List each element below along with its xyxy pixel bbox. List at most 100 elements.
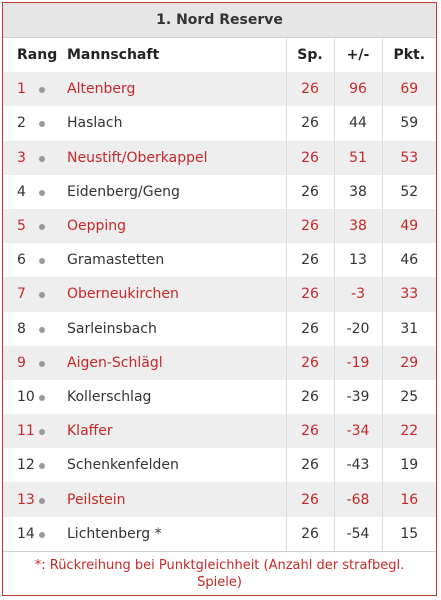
cell: 11 bbox=[17, 423, 35, 440]
cell: 26 bbox=[285, 345, 334, 380]
trend-cell bbox=[39, 243, 67, 277]
column-header: Pkt. bbox=[381, 38, 436, 73]
team-name: Eidenberg/Geng bbox=[67, 183, 180, 200]
trend-cell bbox=[39, 106, 67, 140]
cell: 44 bbox=[333, 106, 382, 141]
trend-dot bbox=[39, 497, 45, 504]
cell: 59 bbox=[381, 106, 436, 141]
standings-table: Rang Mannschaft Sp. +/- Pkt. 1 Altenberg 26 96 6… bbox=[3, 38, 436, 551]
cell: 26 bbox=[285, 311, 334, 346]
cell: 26 bbox=[285, 106, 334, 141]
cell: 26 bbox=[285, 379, 334, 415]
cell: 16 bbox=[381, 482, 436, 517]
team-row: 11 Klaffer 26 -34 22 bbox=[3, 414, 436, 449]
team-row: 4 Eidenberg/Geng 26 38 52 bbox=[3, 174, 436, 209]
cell: 26 bbox=[285, 482, 334, 517]
team-row: 6 Gramastetten 26 13 46 bbox=[3, 243, 436, 278]
column-header: +/- bbox=[333, 38, 382, 73]
trend-dot bbox=[39, 155, 45, 162]
header-row: Rang Mannschaft Sp. +/- Pkt. bbox=[3, 38, 436, 73]
trend-cell bbox=[39, 175, 67, 209]
cell: -43 bbox=[333, 448, 382, 483]
cell: 26 bbox=[285, 277, 334, 312]
trend-dot bbox=[39, 224, 45, 231]
cell: 12 bbox=[17, 457, 35, 474]
cell: 9 bbox=[17, 354, 26, 371]
trend-dot bbox=[39, 326, 45, 333]
trend-dot bbox=[39, 360, 45, 367]
table-title: 1. Nord Reserve bbox=[3, 3, 436, 38]
team-name: Kollerschlag bbox=[67, 388, 152, 405]
cell: 10 bbox=[17, 388, 35, 405]
trend-dot bbox=[39, 121, 45, 128]
team-name: Lichtenberg * bbox=[67, 525, 162, 542]
team-row: 14 Lichtenberg * 26 -54 15 bbox=[3, 516, 436, 551]
trend-cell bbox=[39, 277, 67, 311]
cell: 25 bbox=[381, 379, 436, 415]
cell: 38 bbox=[333, 208, 382, 244]
cell: 1 bbox=[17, 81, 26, 98]
cell: 3 bbox=[17, 149, 26, 166]
team-row: 7 Oberneukirchen 26 -3 33 bbox=[3, 277, 436, 312]
team-name: Oepping bbox=[67, 218, 127, 235]
cell: 31 bbox=[381, 311, 436, 346]
cell: 49 bbox=[381, 208, 436, 244]
cell: 13 bbox=[333, 243, 382, 278]
standings-panel: 1. Nord Reserve Rang Mannschaft Sp. +/- Pkt.… bbox=[2, 2, 437, 596]
cell: 33 bbox=[381, 277, 436, 312]
cell: 51 bbox=[333, 140, 382, 175]
cell: -3 bbox=[333, 277, 382, 312]
cell: 19 bbox=[381, 448, 436, 483]
team-name: Schenkenfelden bbox=[67, 457, 179, 474]
cell: 26 bbox=[285, 414, 334, 449]
team-row: 5 Oepping 26 38 49 bbox=[3, 208, 436, 244]
team-name: Altenberg bbox=[67, 81, 136, 98]
cell: 52 bbox=[381, 174, 436, 209]
trend-dot bbox=[39, 87, 45, 94]
team-row: 8 Sarleinsbach 26 -20 31 bbox=[3, 311, 436, 346]
team-row: 12 Schenkenfelden 26 -43 19 bbox=[3, 448, 436, 483]
team-row: 13 Peilstein 26 -68 16 bbox=[3, 482, 436, 517]
cell: -34 bbox=[333, 414, 382, 449]
team-name: Gramastetten bbox=[67, 252, 165, 269]
trend-dot bbox=[39, 189, 45, 196]
cell: 22 bbox=[381, 414, 436, 449]
cell: -68 bbox=[333, 482, 382, 517]
team-name: Aigen-Schlägl bbox=[67, 354, 163, 371]
trend-cell bbox=[39, 448, 67, 482]
cell: 38 bbox=[333, 174, 382, 209]
trend-cell bbox=[39, 312, 67, 346]
cell: 14 bbox=[17, 525, 35, 542]
trend-dot bbox=[39, 531, 45, 538]
cell: 15 bbox=[381, 516, 436, 551]
cell: 26 bbox=[285, 208, 334, 244]
team-row: 2 Haslach 26 44 59 bbox=[3, 106, 436, 141]
trend-cell bbox=[39, 517, 67, 551]
team-row: 1 Altenberg 26 96 69 bbox=[3, 72, 436, 107]
team-row: 9 Aigen-Schlägl 26 -19 29 bbox=[3, 345, 436, 380]
trend-cell bbox=[39, 346, 67, 380]
cell: 2 bbox=[17, 115, 26, 132]
cell: 6 bbox=[17, 252, 26, 269]
trend-cell bbox=[39, 72, 67, 106]
cell: -19 bbox=[333, 345, 382, 380]
team-name: Oberneukirchen bbox=[67, 286, 179, 303]
cell: 26 bbox=[285, 72, 334, 107]
team-name: Peilstein bbox=[67, 491, 126, 508]
trend-cell bbox=[39, 141, 67, 175]
team-name: Klaffer bbox=[67, 423, 113, 440]
cell: 46 bbox=[381, 243, 436, 278]
team-row: 10 Kollerschlag 26 -39 25 bbox=[3, 379, 436, 415]
cell: 29 bbox=[381, 345, 436, 380]
column-header: Sp. bbox=[285, 38, 334, 73]
trend-dot bbox=[39, 292, 45, 299]
cell: 96 bbox=[333, 72, 382, 107]
trend-cell bbox=[39, 209, 67, 243]
team-name: Haslach bbox=[67, 115, 123, 132]
cell: -39 bbox=[333, 379, 382, 415]
cell: -54 bbox=[333, 516, 382, 551]
cell: 13 bbox=[17, 491, 35, 508]
trend-cell bbox=[39, 380, 67, 414]
cell: 69 bbox=[381, 72, 436, 107]
team-row: 3 Neustift/Oberkappel 26 51 53 bbox=[3, 140, 436, 175]
